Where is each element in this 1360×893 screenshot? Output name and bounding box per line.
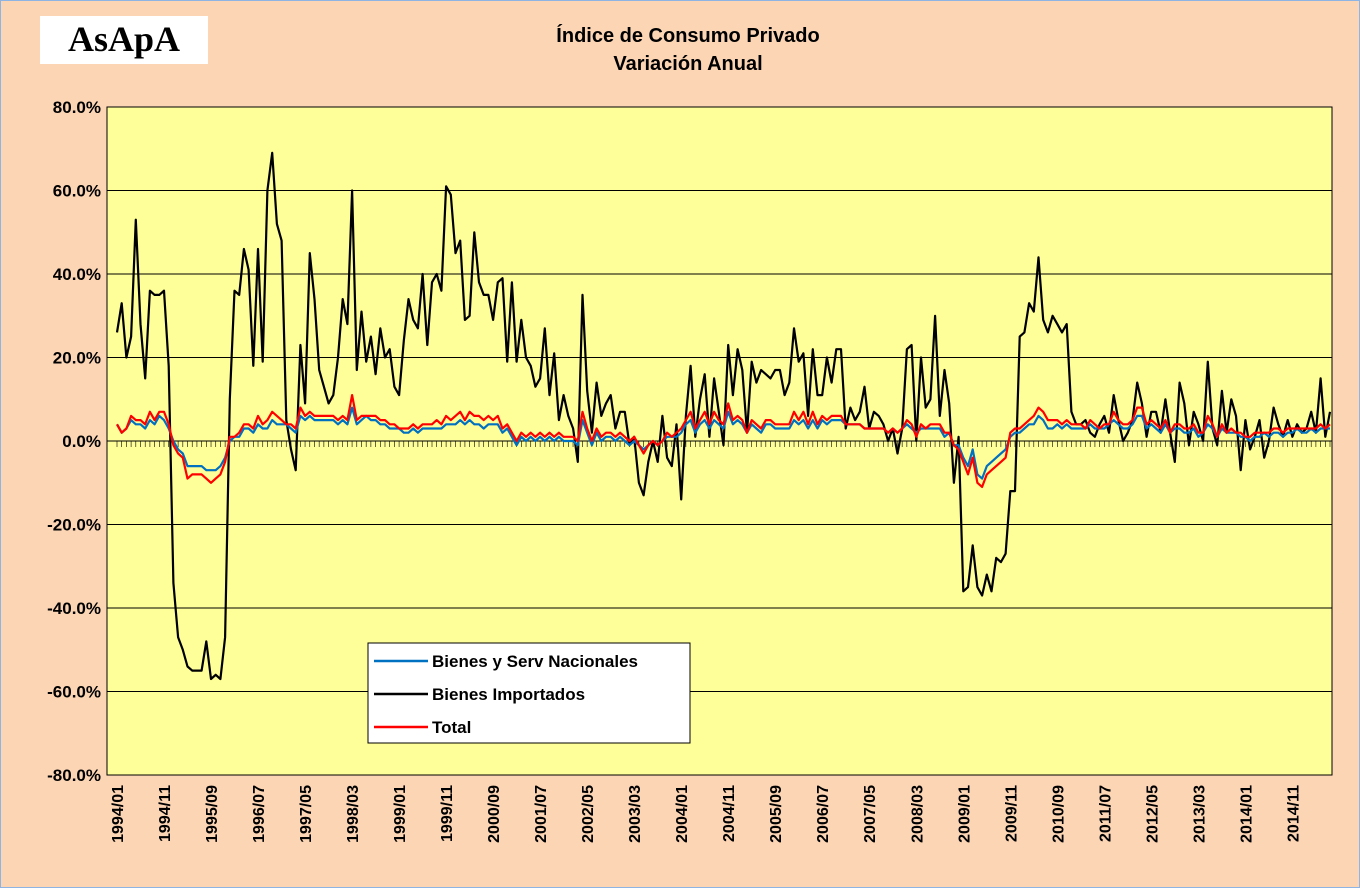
x-tick-label: 1997/05 — [298, 785, 315, 843]
y-tick-label: -60.0% — [47, 683, 101, 702]
x-tick-label: 2010/09 — [1050, 785, 1067, 843]
x-tick-label: 1996/07 — [251, 785, 268, 843]
x-tick-label: 2013/03 — [1191, 785, 1208, 843]
x-tick-label: 1994/01 — [110, 785, 127, 843]
x-tick-label: 2004/01 — [674, 785, 691, 843]
x-tick-label: 2008/03 — [909, 785, 926, 843]
x-tick-label: 2011/07 — [1097, 785, 1114, 842]
chart-subtitle: Variación Anual — [613, 53, 762, 75]
x-tick-label: 2006/07 — [815, 785, 832, 843]
x-tick-label: 2000/09 — [486, 785, 503, 843]
y-tick-label: -40.0% — [47, 599, 101, 618]
legend-label: Bienes y Serv Nacionales — [432, 652, 638, 671]
x-tick-label: 2014/11 — [1285, 785, 1302, 842]
x-tick-label: 1994/11 — [157, 785, 174, 842]
y-tick-label: 20.0% — [53, 349, 101, 368]
y-tick-label: 60.0% — [53, 182, 101, 201]
x-tick-label: 2003/03 — [627, 785, 644, 843]
x-tick-label: 2009/11 — [1003, 785, 1020, 842]
y-tick-label: -80.0% — [47, 766, 101, 785]
legend-label: Bienes Importados — [432, 685, 585, 704]
x-tick-label: 1999/01 — [392, 785, 409, 843]
line-series — [115, 151, 1332, 681]
y-tick-label: 40.0% — [53, 265, 101, 284]
y-tick-label: 0.0% — [62, 432, 101, 451]
x-tick-label: 2012/05 — [1144, 785, 1161, 843]
logo-box — [40, 16, 208, 64]
x-tick-label: 2005/09 — [768, 785, 785, 843]
y-tick-label: -20.0% — [47, 516, 101, 535]
x-tick-label: 1998/03 — [345, 785, 362, 843]
x-tick-label: 1995/09 — [204, 785, 221, 843]
x-tick-label: 1999/11 — [439, 785, 456, 842]
logo: AsApA — [68, 19, 180, 59]
chart-title: Índice de Consumo Privado — [556, 24, 819, 47]
line-series — [116, 406, 1330, 480]
x-tick-label: 2004/11 — [721, 785, 738, 842]
x-tick-label: 2009/01 — [956, 785, 973, 843]
legend-label: Total — [432, 718, 471, 737]
line-series — [116, 394, 1331, 488]
x-tick-label: 2001/07 — [533, 785, 550, 843]
x-tick-label: 2002/05 — [580, 785, 597, 843]
x-tick-label: 2007/05 — [862, 785, 879, 843]
y-tick-label: 80.0% — [53, 98, 101, 117]
x-tick-label: 2014/01 — [1238, 785, 1255, 843]
